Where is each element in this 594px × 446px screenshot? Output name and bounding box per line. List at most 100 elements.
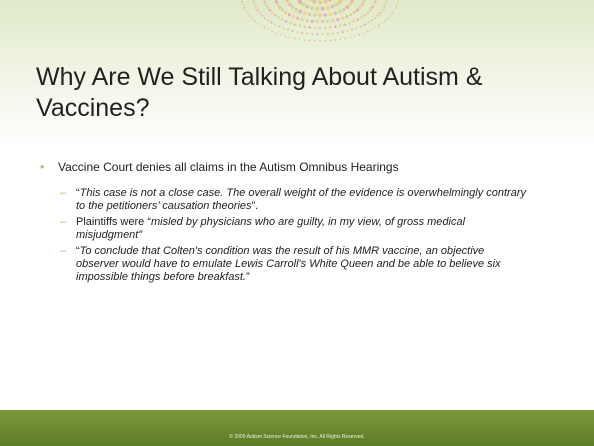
dot [274, 0, 278, 4]
dot [321, 33, 324, 36]
dot [315, 20, 319, 24]
footer: © 2009 Autism Science Foundation, Inc. A… [0, 410, 594, 446]
dot [281, 8, 285, 12]
dot [373, 0, 377, 4]
dot [391, 12, 394, 15]
dot [243, 6, 246, 9]
dot [360, 3, 364, 7]
dot [368, 8, 372, 12]
dot [274, 23, 277, 26]
dot [328, 26, 332, 29]
dot [315, 6, 320, 11]
dot [280, 18, 284, 21]
dot [338, 9, 342, 14]
dot [326, 19, 330, 23]
dot [310, 6, 315, 10]
dot [294, 7, 298, 12]
dot [370, 28, 373, 31]
dot [296, 31, 299, 34]
dot [314, 39, 316, 42]
dot [242, 3, 244, 6]
dot [345, 15, 349, 19]
dot [387, 17, 389, 20]
dot [251, 17, 253, 20]
dot [350, 0, 354, 4]
dot [339, 38, 342, 41]
dot [241, 0, 244, 3]
dot [263, 0, 267, 4]
dot [336, 31, 339, 35]
dot [343, 23, 347, 26]
dot [345, 5, 349, 10]
dot [279, 33, 282, 36]
dot [276, 3, 280, 7]
dot [289, 21, 292, 25]
dot [293, 23, 297, 26]
dot [341, 31, 344, 34]
dot [303, 39, 306, 41]
dot [253, 3, 256, 6]
dot [270, 21, 273, 24]
dot [356, 18, 360, 21]
dot [329, 39, 332, 42]
dot [353, 35, 356, 38]
decoration [241, 0, 399, 42]
dot [284, 35, 287, 38]
dot [291, 29, 294, 33]
dot [271, 11, 274, 15]
dot [358, 33, 361, 36]
dot [325, 6, 330, 10]
dot [256, 9, 259, 12]
dot [382, 6, 386, 9]
dot [256, 22, 259, 25]
dot [291, 15, 295, 19]
dot [349, 36, 351, 39]
dot [267, 28, 270, 31]
dot [349, 13, 353, 17]
dot [331, 19, 335, 23]
dot [359, 25, 362, 28]
dot [293, 37, 296, 40]
dot [253, 20, 256, 22]
dot [319, 39, 321, 42]
dot [244, 9, 247, 12]
dot [346, 29, 349, 33]
dot [372, 3, 376, 7]
dot [328, 12, 333, 17]
dot [363, 23, 366, 26]
dot [285, 0, 289, 1]
dot [301, 31, 304, 35]
dot [277, 16, 280, 19]
dot [252, 0, 255, 3]
dot [284, 10, 288, 14]
dot [334, 25, 337, 29]
dot [284, 20, 288, 23]
dot [316, 33, 319, 36]
dot [394, 6, 397, 9]
slide-body: Vaccine Court denies all claims in the A… [36, 160, 556, 287]
dot [344, 37, 347, 40]
text-run: This case is not a close case. The overa… [76, 187, 526, 212]
footer-text: © 2009 Autism Science Foundation, Inc. A… [229, 434, 365, 440]
dot [370, 6, 374, 9]
dot [266, 6, 270, 9]
dot [313, 13, 317, 17]
dot [396, 3, 398, 6]
dot [278, 25, 281, 28]
dot [323, 0, 328, 4]
text-run: ” [245, 271, 250, 283]
dot [336, 17, 340, 22]
dot [278, 5, 282, 10]
dot [379, 11, 382, 15]
dot [282, 27, 285, 30]
dot [301, 2, 306, 7]
dot [298, 9, 302, 14]
sub-bullet: “To conclude that Colten's condition was… [36, 245, 526, 284]
dot [320, 6, 325, 11]
dot [376, 14, 379, 17]
dot [360, 16, 363, 19]
dot [310, 19, 314, 23]
dot [326, 33, 329, 36]
dot [258, 11, 261, 15]
dot [381, 22, 384, 25]
